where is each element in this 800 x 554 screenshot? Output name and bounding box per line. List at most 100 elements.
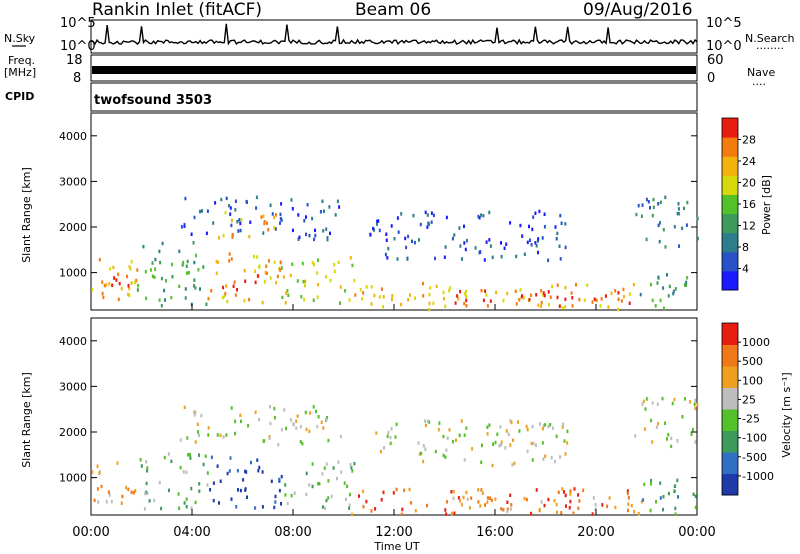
power-cell	[311, 261, 314, 265]
power-cell	[215, 271, 218, 275]
power-cell	[264, 270, 267, 275]
power-cell	[128, 265, 131, 269]
velocity-cell	[240, 419, 242, 424]
velocity-cell	[673, 489, 676, 493]
nsky-tick-high: 10^5	[60, 16, 96, 31]
velocity-cell	[555, 502, 558, 507]
power-cell	[199, 287, 201, 291]
velocity-cell	[543, 503, 546, 508]
velocity-cell	[197, 430, 199, 434]
velocity-cell	[277, 442, 280, 447]
power-cell	[194, 286, 197, 290]
power-cell	[238, 218, 241, 222]
power-cell	[430, 211, 433, 215]
velocity-cell	[325, 417, 328, 422]
velocity-cell	[239, 413, 242, 418]
velocity-cell	[148, 499, 151, 503]
power-cell	[193, 215, 196, 220]
velocity-cell	[637, 511, 640, 516]
x-tick-label: 00:00	[678, 525, 715, 540]
power-cell	[637, 203, 640, 208]
power-cell	[210, 289, 213, 293]
power-cell	[463, 224, 465, 229]
power-cell	[339, 301, 341, 305]
power-cell	[178, 249, 181, 254]
velocity-cell	[130, 490, 133, 495]
x-axis-label: Time UT	[373, 540, 419, 553]
velocity-cell	[535, 443, 537, 447]
power-cell	[422, 294, 425, 298]
power-colorbar-swatch	[722, 137, 738, 157]
power-cell	[418, 238, 420, 242]
x-tick-label: 12:00	[375, 525, 412, 540]
power-cell	[393, 237, 396, 241]
velocity-cell	[146, 466, 149, 470]
velocity-cell	[312, 405, 315, 409]
velocity-cell	[445, 448, 448, 452]
velocity-cell	[230, 497, 233, 501]
power-cell	[297, 213, 300, 217]
velocity-cell	[424, 447, 427, 451]
power-cell	[443, 297, 445, 301]
velocity-cell	[448, 428, 451, 432]
velocity-cell	[280, 474, 283, 479]
power-cell	[333, 269, 336, 274]
velocity-cell	[234, 431, 237, 436]
power-cell	[160, 304, 163, 308]
power-cell	[575, 282, 577, 287]
velocity-cell	[284, 483, 287, 487]
velocity-cell	[327, 438, 330, 443]
power-cell	[180, 225, 183, 229]
power-cell	[413, 240, 416, 245]
power-cell	[354, 293, 357, 297]
velocity-cell	[322, 426, 325, 430]
power-cell	[239, 221, 242, 226]
velocity-cell	[143, 507, 146, 511]
velocity-colorbar-swatch	[722, 473, 738, 496]
power-cell	[361, 297, 364, 301]
velocity-cell	[296, 414, 299, 418]
velocity-y-axis: 4000 3000 2000 1000	[59, 335, 697, 485]
velocity-cell	[557, 490, 560, 495]
velocity-cell	[500, 507, 503, 511]
power-cell	[193, 278, 196, 282]
nave-dots: ....	[752, 75, 766, 88]
velocity-cell	[326, 416, 328, 420]
velocity-cell	[422, 459, 425, 464]
power-cell	[678, 244, 680, 248]
noise-panel: N.Sky 10^5 10^0 10^5 10^0 N.Search .....…	[4, 16, 795, 54]
velocity-cell	[309, 411, 312, 415]
velocity-colorbar-swatch	[722, 430, 738, 453]
freq-trace	[92, 66, 696, 74]
power-cell	[435, 284, 438, 289]
power-cell	[458, 226, 461, 230]
velocity-cell	[486, 432, 489, 436]
velocity-cell	[235, 505, 238, 509]
power-cell	[256, 274, 259, 278]
power-cell	[133, 280, 136, 285]
velocity-cell	[561, 425, 564, 429]
power-cell	[282, 275, 285, 279]
velocity-cell	[414, 508, 417, 513]
power-cell	[287, 293, 290, 298]
power-cell	[263, 221, 266, 226]
power-cell	[158, 298, 161, 302]
power-cell	[115, 278, 118, 282]
power-cell	[328, 205, 331, 209]
velocity-cell	[573, 487, 576, 491]
power-cell	[677, 207, 680, 211]
power-cell	[495, 290, 498, 295]
velocity-cell	[666, 437, 668, 441]
nsearch-label: N.Search	[745, 32, 795, 45]
power-cell	[666, 273, 668, 277]
velocity-cell	[100, 484, 103, 489]
power-cell	[384, 252, 387, 257]
velocity-cell	[283, 408, 286, 412]
power-cell	[184, 287, 187, 291]
velocity-cell	[167, 452, 170, 456]
velocity-cell	[499, 425, 502, 429]
power-cell	[674, 287, 677, 291]
velocity-cell	[285, 426, 288, 431]
velocity-cell	[444, 455, 447, 459]
velocity-cell	[107, 490, 110, 494]
